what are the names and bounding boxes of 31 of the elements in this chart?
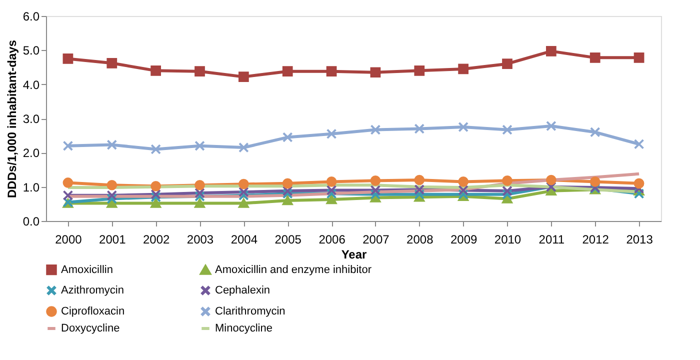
x-tick-label: 2007	[362, 232, 390, 246]
x-tick-label: 2004	[230, 232, 258, 246]
legend-label: Clarithromycin	[215, 306, 286, 318]
x-tick-label: 2000	[55, 232, 82, 246]
y-tick-label: 2.0	[22, 146, 40, 160]
legend-label: Amoxicillin	[61, 264, 113, 276]
x-tick-label: 2008	[406, 232, 434, 246]
y-tick-label: 0.0	[22, 214, 40, 228]
y-tick-label: 5.0	[22, 44, 40, 58]
legend-label: Amoxicillin and enzyme inhibitor	[215, 264, 372, 276]
legend-label: Minocycline	[215, 322, 272, 334]
y-axis-title: DDDs/1,000 inhabitant-days	[4, 40, 19, 198]
legend-label: Doxycycline	[61, 322, 120, 334]
x-tick-label: 2013	[626, 232, 654, 246]
x-tick-label: 2010	[494, 232, 522, 246]
x-tick-label: 2011	[538, 232, 565, 246]
x-tick-label: 2012	[582, 232, 610, 246]
legend-label: Ciprofloxacin	[61, 306, 125, 318]
legend-label: Azithromycin	[61, 284, 124, 296]
y-tick-label: 4.0	[22, 78, 40, 92]
x-tick-label: 2006	[318, 232, 346, 246]
y-tick-label: 6.0	[22, 10, 40, 24]
y-tick-label: 3.0	[22, 112, 40, 126]
x-axis-title: Year	[341, 248, 368, 262]
x-tick-label: 2003	[186, 232, 214, 246]
legend-label: Cephalexin	[215, 284, 270, 296]
x-tick-label: 2002	[142, 232, 170, 246]
x-tick-label: 2009	[450, 232, 478, 246]
x-tick-label: 2001	[99, 232, 126, 246]
x-tick-label: 2005	[274, 232, 302, 246]
y-tick-label: 1.0	[22, 180, 40, 194]
